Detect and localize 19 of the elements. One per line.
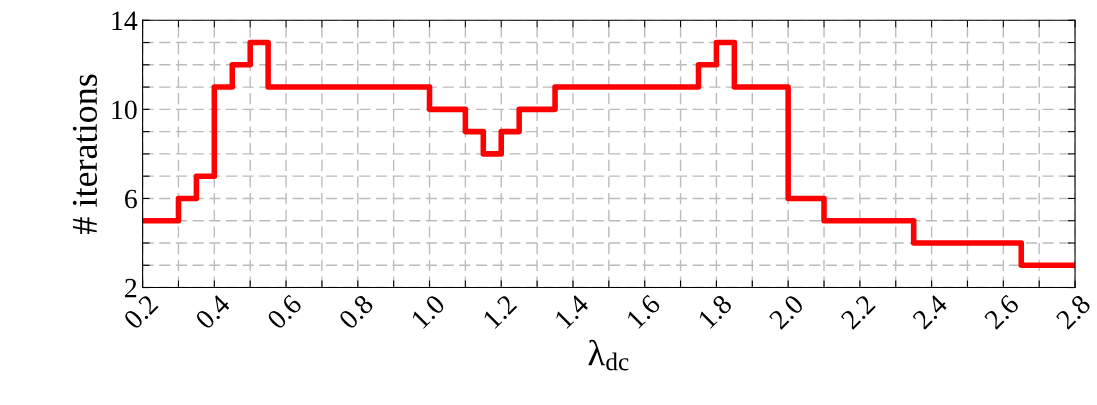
x-axis-title: λ$_{dc}$ xyxy=(588,339,629,371)
y-tick-label: 10 xyxy=(112,100,137,120)
y-axis-title: # iterations xyxy=(72,74,98,234)
y-tick-label: 2 xyxy=(125,278,137,298)
x-tick-label: 2.8 xyxy=(1055,293,1092,331)
x-tick-label: 1.8 xyxy=(697,293,733,330)
x-tick-label: 1.6 xyxy=(625,293,662,330)
y-tick-label: 14 xyxy=(112,11,138,30)
x-tick-label: 1.2 xyxy=(482,294,518,330)
x-tick-label: 2.0 xyxy=(768,293,805,331)
x-tick-label: 1.0 xyxy=(410,293,447,330)
x-tick-label: 2.4 xyxy=(911,293,949,331)
x-tick-label: 2.6 xyxy=(983,293,1021,331)
x-tick-label: 1.4 xyxy=(554,293,590,330)
y-tick-label: 6 xyxy=(125,189,137,209)
x-tick-label: 2.2 xyxy=(840,294,877,331)
x-tick-label: 0.8 xyxy=(337,293,375,331)
x-tick-label: 0.6 xyxy=(266,293,303,331)
x-tick-label: 0.4 xyxy=(194,293,232,331)
